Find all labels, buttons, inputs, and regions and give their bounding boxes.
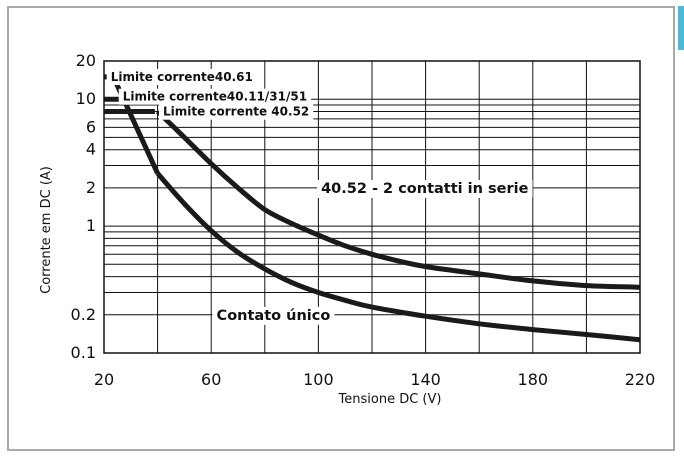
x-tick-label: 20 bbox=[94, 370, 114, 389]
annotation: Limite corrente40.61 bbox=[106, 69, 257, 86]
series-line-1 bbox=[155, 109, 641, 290]
series-line-0 bbox=[155, 171, 641, 343]
annotation-label: Contato único bbox=[217, 308, 331, 324]
annotation-bg bbox=[106, 69, 257, 86]
annotation-label: 40.52 - 2 contatti in serie bbox=[321, 181, 529, 197]
annotation-label: Limite corrente40.61 bbox=[111, 70, 253, 84]
annotation: Contato único bbox=[212, 306, 335, 325]
plot-border bbox=[103, 60, 641, 354]
tick-labels: 20 60 100 140 180 220 20 10 6 4 2 1 0.2 0.1 bbox=[71, 51, 656, 389]
y-axis-title: Corrente em DC (A) bbox=[39, 166, 54, 294]
annotation-bg bbox=[317, 179, 533, 198]
x-tick-label: 180 bbox=[518, 370, 549, 389]
y-tick-label: 20 bbox=[76, 51, 96, 70]
annotations: Limite corrente40.61 Limite corrente40.11… bbox=[106, 69, 533, 325]
chart-frame bbox=[7, 6, 675, 451]
y-tick-label: 10 bbox=[76, 89, 96, 108]
y-tick-label: 6 bbox=[86, 117, 96, 136]
y-tick-label: 2 bbox=[86, 178, 96, 197]
y-tick-label: 0.2 bbox=[71, 305, 96, 324]
accent-bar bbox=[678, 6, 684, 50]
y-tick-label: 0.1 bbox=[71, 343, 96, 362]
annotation-bg bbox=[158, 103, 314, 120]
annotation-label: Limite corrente 40.52 bbox=[163, 105, 309, 119]
x-tick-label: 100 bbox=[303, 370, 334, 389]
y-tick-label: 1 bbox=[86, 216, 96, 235]
annotation: 40.52 - 2 contatti in serie bbox=[317, 179, 533, 198]
annotation: Limite corrente40.11/31/51 bbox=[118, 88, 312, 105]
annotation-bg bbox=[212, 306, 335, 325]
x-axis-title: Tensione DC (V) bbox=[338, 392, 442, 407]
y-tick-label: 4 bbox=[86, 140, 96, 159]
annotation: Limite corrente 40.52 bbox=[158, 103, 314, 120]
annotation-bg bbox=[118, 88, 312, 105]
x-tick-label: 220 bbox=[625, 370, 656, 389]
x-tick-label: 140 bbox=[410, 370, 441, 389]
x-tick-label: 60 bbox=[201, 370, 221, 389]
annotation-label: Limite corrente40.11/31/51 bbox=[123, 90, 307, 104]
plot-area-border bbox=[103, 60, 641, 354]
